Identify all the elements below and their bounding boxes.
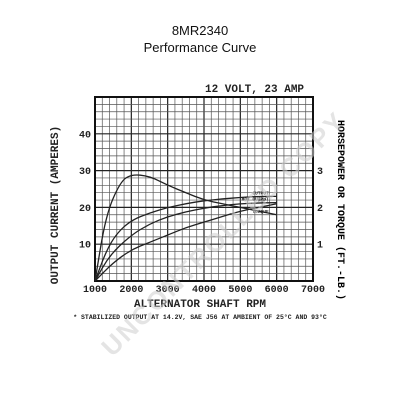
series-line-output bbox=[94, 195, 277, 282]
y2-tick-label: 1 bbox=[317, 241, 323, 252]
series-label: OUTPUT bbox=[252, 190, 269, 196]
y2-axis-label: HORSEPOWER OR TORQUE (FT.-LB.) bbox=[334, 120, 346, 300]
y2-tick-label: 3 bbox=[317, 167, 323, 178]
series-line-h-p bbox=[94, 203, 277, 282]
chart-title: 8MR2340 bbox=[171, 23, 229, 38]
series-line-torque bbox=[94, 174, 277, 282]
x-axis-label: ALTERNATOR SHAFT RPM bbox=[134, 299, 266, 311]
y-tick-label: 10 bbox=[79, 241, 91, 252]
series-label: H.P. bbox=[258, 198, 269, 204]
x-tick-label: 2000 bbox=[119, 285, 143, 296]
series-label: TORQUE bbox=[252, 209, 269, 215]
x-tick-label: 5000 bbox=[228, 285, 252, 296]
chart-subtitle: Performance Curve bbox=[143, 40, 257, 55]
footnote: * STABILIZED OUTPUT AT 14.2V, SAE J56 AT… bbox=[73, 313, 327, 321]
plot-frame bbox=[94, 96, 314, 282]
x-tick-label: 3000 bbox=[156, 285, 180, 296]
x-tick-label: 6000 bbox=[265, 285, 289, 296]
series-label: HOT OUTPUT bbox=[242, 197, 269, 203]
y-tick-label: 20 bbox=[79, 204, 91, 215]
tick-labels: 1000 2000 3000 4000 5000 6000 7000 10 20 30 40 1 2 3 bbox=[79, 130, 325, 296]
y-tick-label: 30 bbox=[79, 167, 91, 178]
y-tick-label: 40 bbox=[79, 130, 91, 141]
y2-tick-label: 2 bbox=[317, 204, 323, 215]
series-line-hot-output bbox=[94, 201, 277, 282]
rating-label: 12 VOLT, 23 AMP bbox=[205, 84, 304, 96]
x-tick-label: 1000 bbox=[83, 285, 107, 296]
plot-grid bbox=[94, 96, 314, 282]
x-tick-label: 7000 bbox=[301, 285, 325, 296]
y-axis-label: OUTPUT CURRENT (AMPERES) bbox=[50, 126, 62, 284]
x-tick-label: 4000 bbox=[192, 285, 216, 296]
